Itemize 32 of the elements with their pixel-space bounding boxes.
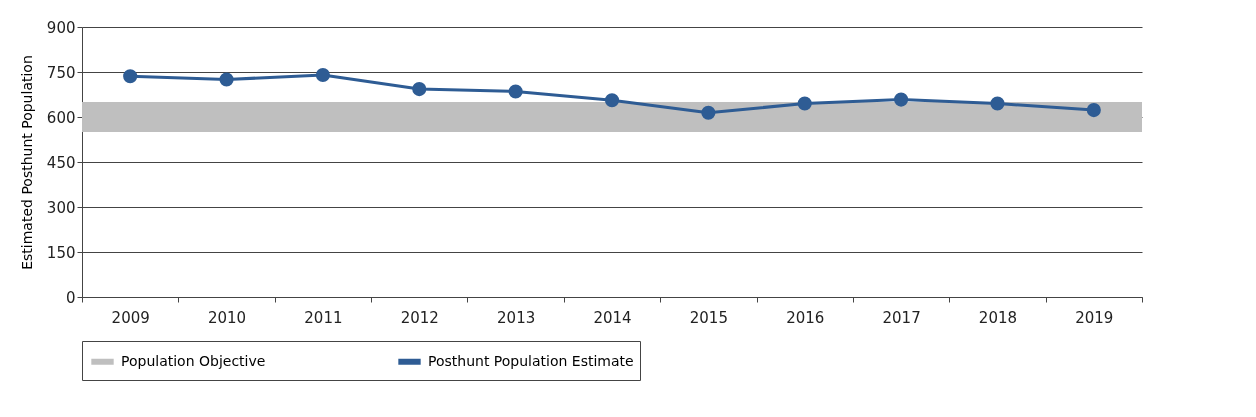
- y-tick-label: 300: [46, 198, 76, 217]
- y-axis-title: Estimated Posthunt Population: [18, 55, 35, 270]
- y-tick-label: 450: [46, 153, 76, 172]
- point: [123, 69, 138, 84]
- legend-label: Posthunt Population Estimate: [428, 352, 634, 369]
- x-tick-label: 2009: [111, 308, 150, 327]
- point: [990, 96, 1005, 111]
- point: [1086, 103, 1101, 118]
- point: [219, 72, 234, 87]
- x-tick-label: 2019: [1075, 308, 1114, 327]
- y-tick-label: 600: [46, 108, 76, 127]
- x-tick-label: 2016: [786, 308, 825, 327]
- y-tick-label: 900: [46, 18, 76, 37]
- legend-label: Population Objective: [121, 352, 266, 369]
- x-tick-label: 2017: [882, 308, 921, 327]
- point: [315, 67, 330, 83]
- point: [894, 92, 909, 107]
- point: [604, 93, 620, 108]
- y-tick-label: 0: [65, 288, 76, 307]
- x-tick-label: 2011: [304, 308, 343, 327]
- x-tick-label: 2010: [207, 308, 247, 327]
- point: [701, 105, 716, 120]
- point: [797, 96, 812, 111]
- point: [508, 84, 523, 99]
- y-tick-label: 750: [46, 63, 76, 82]
- point: [412, 82, 427, 97]
- y-tick-label: 150: [46, 243, 76, 262]
- x-tick-label: 2012: [400, 308, 439, 327]
- x-tick-label: 2018: [978, 308, 1018, 327]
- x-tick-label: 2014: [593, 308, 632, 327]
- x-tick-label: 2013: [497, 308, 536, 327]
- x-tick-label: 2015: [689, 308, 728, 327]
